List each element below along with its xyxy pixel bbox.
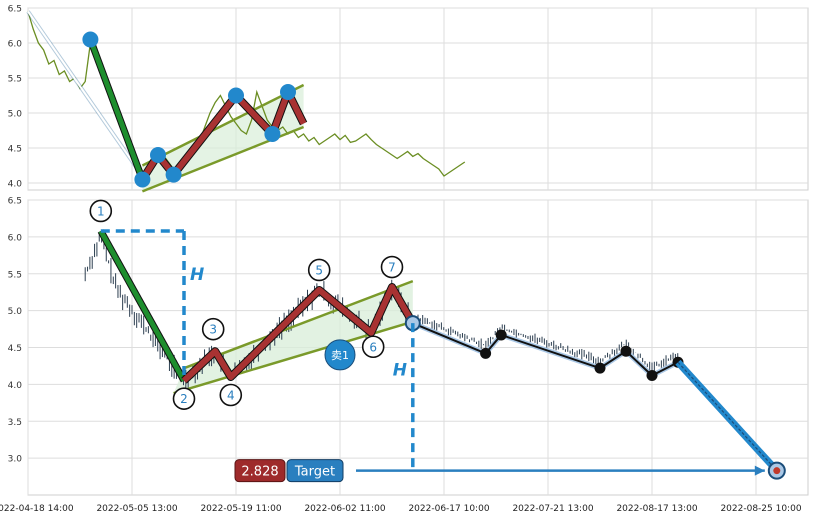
- bottom-y-tick-label: 5.0: [8, 307, 23, 317]
- top-plot-area: [27, 7, 809, 191]
- top-y-tick-label: 5.5: [8, 75, 22, 85]
- top-pattern-leg1: [88, 38, 145, 181]
- pattern-point-label: 6: [369, 340, 377, 354]
- top-pattern-point: [228, 87, 244, 104]
- pattern-point-label: 4: [227, 389, 235, 403]
- sell-marker: [324, 339, 356, 371]
- top-channel-upper: [141, 83, 305, 167]
- forecast-point: [594, 362, 606, 374]
- pattern-point-badge: [89, 199, 113, 223]
- x-tick-label: 2022-07-21 13:00: [512, 504, 593, 514]
- x-axis: 2022-04-18 14:00 2022-05-05 13:00 2022-05-…: [0, 504, 802, 514]
- pattern-point-label: 3: [209, 323, 217, 337]
- x-tick-label: 2022-04-18 14:00: [0, 504, 74, 514]
- top-pattern-point: [134, 171, 151, 188]
- x-tick-label: 2022-06-17 10:00: [408, 504, 489, 514]
- bottom-panel: 3.0 3.5 4.0 4.5 5.0 5.5 6.0 6.5: [8, 197, 809, 496]
- pattern-point-badge: [219, 383, 243, 407]
- bottom-y-tick-label: 3.5: [8, 418, 22, 428]
- top-y-tick-label: 5.0: [8, 110, 23, 120]
- x-tick-label: 2022-08-17 13:00: [616, 504, 697, 514]
- pattern-point-badge: [380, 255, 404, 279]
- pattern-point-badge: [201, 317, 225, 341]
- top-pattern-point: [280, 84, 296, 100]
- x-tick-label: 2022-05-19 11:00: [200, 504, 281, 514]
- forecast-point: [620, 345, 632, 357]
- top-pattern-point: [165, 166, 182, 183]
- pattern-point-label: 5: [315, 263, 323, 277]
- x-tick-label: 2022-06-02 11:00: [304, 504, 385, 514]
- height-label: H: [393, 361, 407, 381]
- target-arrow-head: [754, 465, 765, 476]
- bottom-y-tick-label: 4.5: [8, 344, 22, 354]
- forecast-point: [480, 347, 492, 359]
- sell-marker-label: 卖1: [331, 349, 349, 362]
- pattern-point-badge: [361, 335, 385, 359]
- target-point-core: [773, 467, 781, 475]
- height-label: H: [190, 265, 204, 285]
- top-pattern-point: [82, 31, 99, 48]
- pattern-point-label: 1: [97, 204, 105, 218]
- top-y-tick-label: 4.5: [8, 145, 22, 155]
- target-leg: [677, 361, 778, 472]
- top-y-tick-label: 4.0: [8, 180, 23, 190]
- top-pattern-point: [150, 147, 166, 163]
- forecast-point: [646, 370, 658, 382]
- bottom-channel-upper: [183, 279, 414, 370]
- pattern-point-badge: [172, 387, 196, 410]
- target-value-text: 2.828: [241, 465, 278, 480]
- top-pattern-point: [264, 126, 281, 142]
- bottom-pattern-leg1: [98, 229, 187, 382]
- top-y-tick-label: 6.0: [8, 40, 23, 50]
- bottom-y-tick-label: 5.5: [8, 270, 22, 280]
- x-tick-label: 2022-08-25 10:00: [720, 504, 801, 514]
- forecast-point: [495, 329, 507, 341]
- pattern-point-label: 2: [180, 392, 188, 406]
- target-label-text: Target: [294, 465, 335, 480]
- bottom-y-tick-label: 3.0: [8, 455, 23, 465]
- bottom-y-tick-label: 4.0: [8, 381, 23, 391]
- annotations: H H 2.828 Target 卖1 1 2 3 4 5 6 7: [89, 199, 765, 483]
- bottom-y-tick-label: 6.0: [8, 233, 23, 243]
- bottom-y-tick-label: 6.5: [8, 197, 22, 207]
- top-guide-line-inner: [27, 10, 144, 177]
- bottom-pattern-zigzag: [181, 284, 416, 383]
- pattern-point-label: 7: [388, 261, 396, 275]
- target-label-box: [286, 459, 344, 483]
- bottom-channel-fill: [173, 281, 413, 394]
- x-tick-label: 2022-05-05 13:00: [96, 504, 177, 514]
- pattern-point-badge: [307, 258, 331, 282]
- top-y-tick-label: 6.5: [8, 5, 22, 15]
- top-panel: 4.0 4.5 5.0 5.5 6.0 6.5: [8, 5, 809, 193]
- target-value-box: [234, 459, 286, 483]
